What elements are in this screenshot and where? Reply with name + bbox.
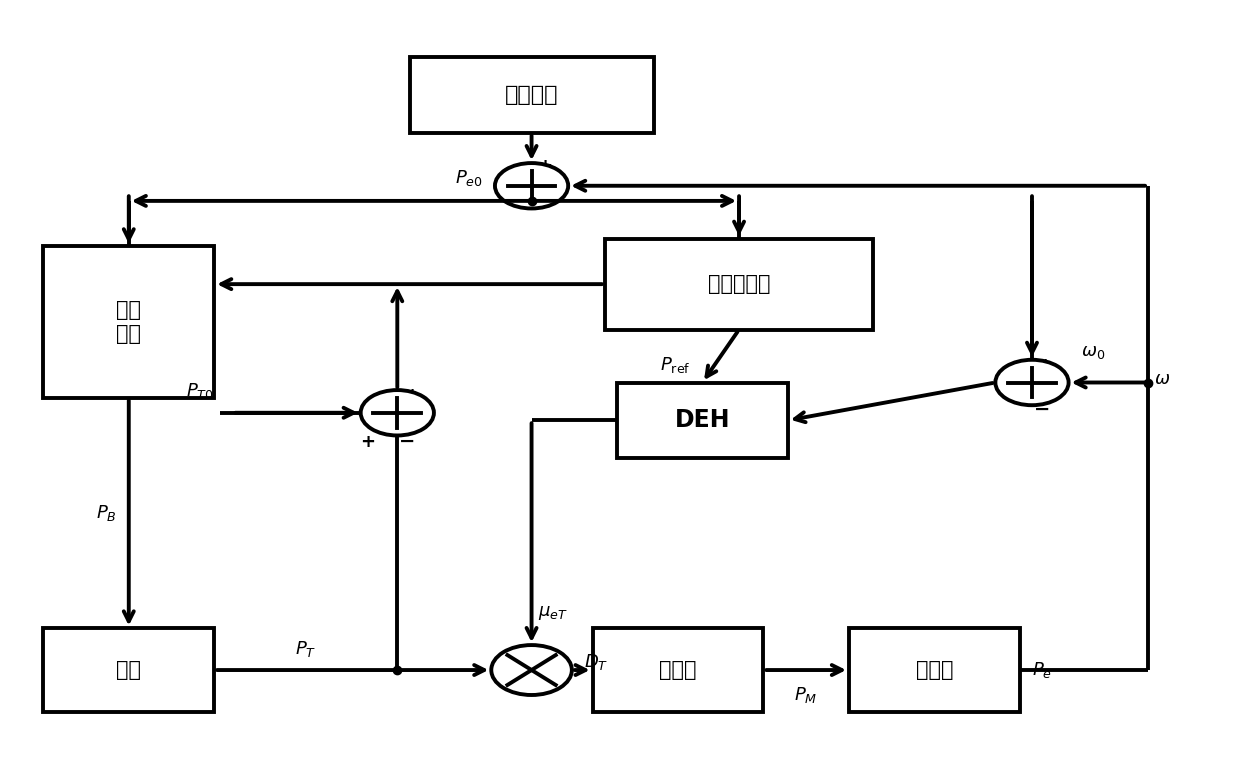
Text: +: + — [405, 386, 420, 404]
Text: $D_T$: $D_T$ — [584, 653, 608, 672]
Text: $P_T$: $P_T$ — [295, 639, 316, 659]
Text: −: − — [540, 194, 557, 213]
Text: 发电机: 发电机 — [916, 660, 953, 680]
Circle shape — [996, 360, 1069, 405]
Text: $P_{T0}$: $P_{T0}$ — [186, 382, 215, 402]
Bar — [43, 628, 215, 711]
Text: −: − — [399, 432, 416, 451]
Text: $\omega_0$: $\omega_0$ — [1081, 343, 1106, 361]
Text: $P_M$: $P_M$ — [795, 685, 818, 705]
Bar — [617, 382, 787, 458]
Text: $P_B$: $P_B$ — [96, 503, 116, 523]
Bar — [410, 57, 654, 133]
Text: $P_{e0}$: $P_{e0}$ — [455, 168, 482, 188]
Text: 锅炉: 锅炉 — [116, 660, 141, 680]
Text: $P_{\rm ref}$: $P_{\rm ref}$ — [660, 355, 690, 375]
Text: $\omega$: $\omega$ — [1154, 369, 1170, 388]
Circle shape — [360, 390, 434, 435]
Text: +: + — [1038, 356, 1053, 375]
Text: +: + — [537, 158, 552, 175]
Text: +: + — [360, 433, 375, 451]
Text: 负荷指令: 负荷指令 — [505, 85, 558, 105]
Circle shape — [495, 163, 568, 209]
Bar — [592, 628, 764, 711]
Text: 汽轮机: 汽轮机 — [659, 660, 697, 680]
Text: DEH: DEH — [675, 409, 731, 432]
Bar — [43, 246, 215, 398]
Text: $\mu_{eT}$: $\mu_{eT}$ — [538, 604, 568, 623]
Text: −: − — [1034, 399, 1050, 418]
Bar — [605, 239, 874, 330]
Text: $P_e$: $P_e$ — [1032, 660, 1053, 680]
Text: 锅炉
主控: 锅炉 主控 — [116, 301, 141, 343]
Bar — [849, 628, 1019, 711]
Circle shape — [491, 645, 571, 695]
Text: 汽轮机主控: 汽轮机主控 — [708, 274, 770, 294]
